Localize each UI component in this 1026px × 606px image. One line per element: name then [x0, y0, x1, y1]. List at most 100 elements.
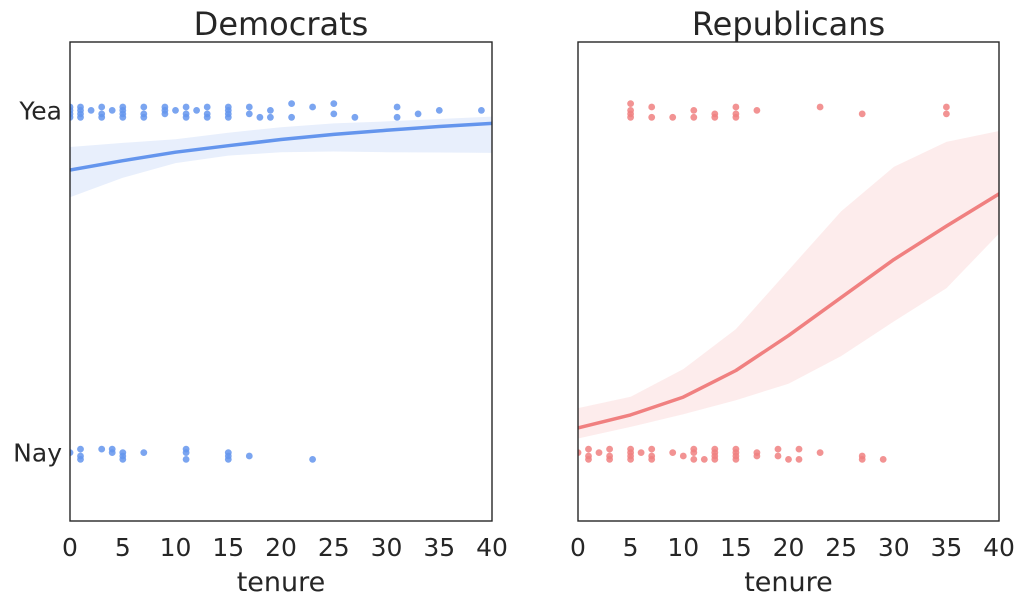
democrats-yea-point — [267, 107, 274, 114]
democrats-nay-point — [98, 445, 106, 453]
republicans-nay-point — [669, 449, 677, 456]
democrats-nay-point — [224, 456, 232, 463]
republicans-nay-point — [637, 449, 645, 456]
democrats-nay-point — [119, 456, 127, 463]
democrats-yea-point — [182, 103, 190, 111]
democrats-panel: Democrats 0 5 10 15 20 25 30 35 40 tenure Nay Yea — [13, 5, 508, 598]
republicans-yea-point — [627, 107, 634, 114]
republicans-yea-point — [732, 110, 740, 118]
democrats-title: Democrats — [194, 5, 369, 43]
democrats-x-axis-label: tenure — [237, 567, 326, 598]
republicans-nay-point — [785, 456, 792, 463]
democrats-x-tick-label: 35 — [423, 533, 455, 562]
democrats-yea-point — [256, 113, 264, 121]
democrats-yea-point — [351, 113, 359, 121]
republicans-nay-point — [795, 456, 803, 463]
democrats-yea-point — [140, 103, 148, 111]
republicans-yea-point — [732, 103, 740, 111]
republicans-nay-point — [648, 456, 656, 463]
republicans-nay-point — [858, 456, 866, 463]
democrats-yea-point — [98, 103, 106, 111]
democrats-plot-area — [70, 100, 492, 463]
republicans-fit-line — [578, 192, 999, 430]
republicans-nay-point — [711, 456, 719, 463]
democrats-yea-point — [330, 100, 338, 107]
republicans-yea-point — [943, 103, 950, 111]
democrats-yea-point — [108, 107, 116, 114]
democrats-nay-point — [224, 449, 232, 456]
democrats-nay-point — [77, 456, 84, 463]
democrats-nay-point — [245, 452, 253, 460]
republicans-x-tick-label: 5 — [623, 533, 639, 562]
democrats-yea-point — [393, 103, 401, 111]
republicans-nay-point — [700, 456, 708, 463]
democrats-yea-point — [435, 107, 443, 114]
republicans-nay-point — [585, 445, 592, 453]
democrats-nay-point — [70, 449, 74, 456]
democrats-yea-point — [70, 103, 74, 111]
democrats-yea-point — [267, 113, 274, 121]
republicans-yea-point — [648, 113, 656, 121]
republicans-nay-point — [816, 449, 824, 456]
republicans-nay-point — [606, 456, 613, 463]
republicans-yea-point — [690, 113, 698, 121]
democrats-plot-frame — [69, 41, 493, 522]
republicans-x-tick-label: 35 — [930, 533, 962, 562]
republicans-x-tick-label: 15 — [720, 533, 752, 562]
democrats-yea-point — [119, 107, 127, 114]
democrats-x-tick-label: 30 — [371, 533, 403, 562]
republicans-nay-point — [690, 449, 698, 456]
republicans-panel: Republicans 0 5 10 15 20 25 30 35 40 tenure — [570, 5, 1015, 598]
republicans-nay-point — [606, 445, 613, 453]
republicans-yea-point — [711, 113, 719, 121]
republicans-confidence-band — [578, 131, 999, 439]
democrats-yea-point — [161, 107, 169, 114]
democrats-yea-point — [172, 107, 179, 114]
republicans-yea-point — [816, 103, 824, 111]
republicans-yea-point — [858, 110, 866, 118]
democrats-nay-point — [77, 445, 84, 453]
democrats-nay-point — [182, 456, 190, 463]
democrats-yea-point — [87, 107, 95, 114]
republicans-x-tick-label: 30 — [878, 533, 910, 562]
democrats-yea-point — [309, 103, 316, 111]
democrats-x-tick-label: 10 — [160, 533, 192, 562]
republicans-x-tick-label: 10 — [667, 533, 699, 562]
democrats-yea-point — [224, 107, 232, 114]
republicans-nay-point — [732, 456, 740, 463]
democrats-yea-point — [77, 110, 84, 118]
republicans-nay-point — [578, 449, 582, 456]
republicans-yea-point — [943, 110, 950, 118]
republicans-nay-point — [648, 445, 656, 453]
republicans-x-tick-label: 20 — [773, 533, 805, 562]
republicans-nay-point — [690, 456, 698, 463]
republicans-nay-point — [774, 445, 782, 453]
democrats-x-tick-label: 40 — [476, 533, 508, 562]
democrats-x-tick-label: 20 — [265, 533, 297, 562]
democrats-nay-point — [108, 449, 116, 456]
democrats-yea-point — [245, 110, 253, 118]
democrats-nay-point — [309, 456, 316, 463]
democrats-yea-point — [414, 110, 422, 118]
democrats-yea-point — [288, 100, 295, 107]
democrats-yea-point — [182, 110, 190, 118]
republicans-x-tick-label: 40 — [983, 533, 1015, 562]
republicans-title: Republicans — [692, 5, 885, 43]
democrats-nay-point — [182, 449, 190, 456]
democrats-x-tick-label: 0 — [62, 533, 78, 562]
republicans-yea-point — [669, 113, 677, 121]
republicans-yea-point — [753, 107, 761, 114]
democrats-x-tick-label: 15 — [212, 533, 244, 562]
republicans-plot-area — [578, 100, 999, 463]
democrats-x-tick-label: 5 — [115, 533, 131, 562]
republicans-yea-point — [627, 113, 634, 121]
democrats-yea-point — [245, 103, 253, 111]
republicans-nay-point — [679, 452, 687, 460]
republicans-nay-point — [795, 445, 803, 453]
republicans-nay-point — [585, 456, 592, 463]
republicans-nay-point — [595, 449, 603, 456]
democrats-nay-point — [140, 449, 148, 456]
democrats-yea-point — [330, 110, 338, 118]
democrats-confidence-band — [70, 116, 492, 198]
republicans-x-tick-label: 0 — [570, 533, 586, 562]
